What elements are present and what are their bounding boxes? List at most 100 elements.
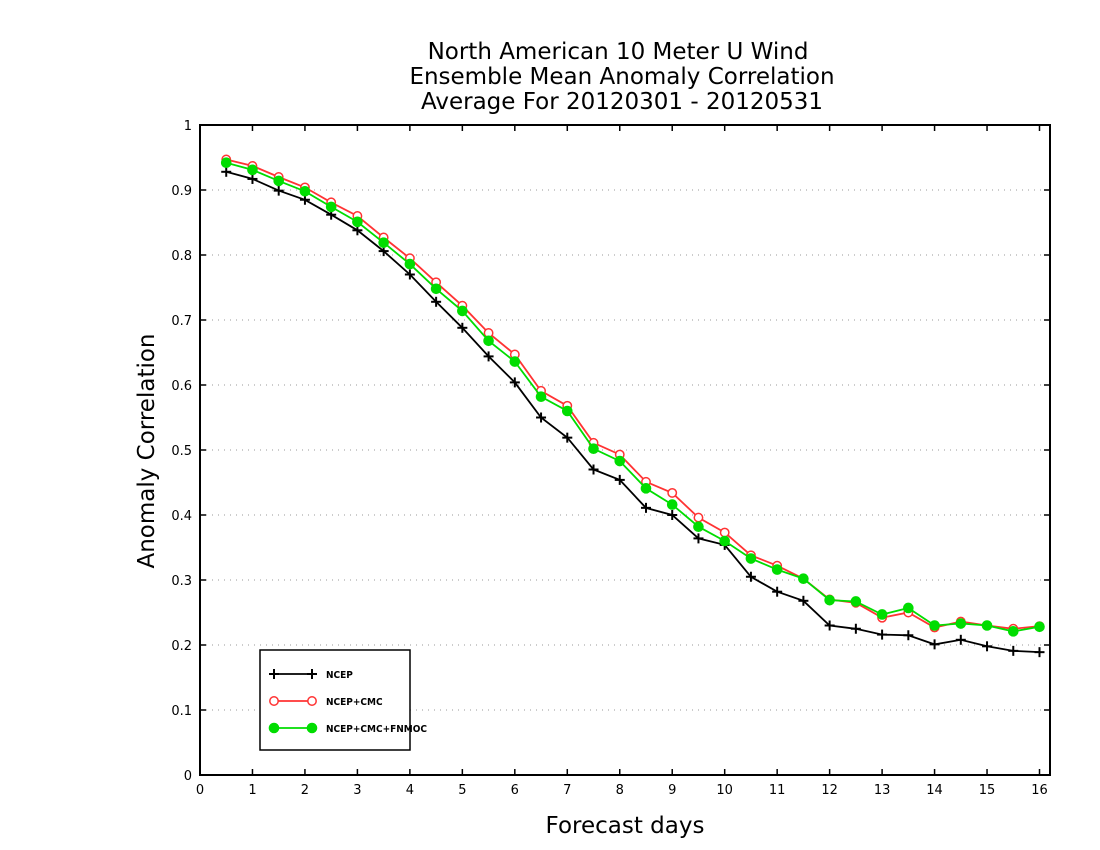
legend-marker-right-0 (307, 669, 317, 679)
data-point-2-30 (1007, 626, 1019, 637)
legend-item-2: NCEP+CMC+FNMOC (268, 722, 427, 735)
x-tick-label-14: 14 (926, 783, 943, 798)
data-point-2-9 (457, 305, 468, 317)
x-tick-label-4: 4 (406, 783, 414, 798)
x-tick-label-2: 2 (301, 783, 309, 798)
y-axis-label: Anomaly Correlation (134, 333, 160, 568)
data-point-2-4 (325, 201, 337, 213)
x-tick-label-5: 5 (458, 783, 466, 798)
x-tick-label-11: 11 (769, 783, 786, 798)
data-point-2-12 (535, 391, 547, 403)
y-tick-label-5: 0.5 (171, 444, 192, 459)
y-tick-label-9: 0.9 (171, 184, 192, 199)
data-point-0-1 (247, 173, 258, 184)
data-point-0-23 (824, 620, 835, 631)
y-tick-label-6: 0.6 (171, 379, 192, 394)
data-point-2-3 (299, 186, 311, 197)
data-point-2-27 (929, 620, 940, 631)
legend-label-0: NCEP (326, 670, 353, 681)
x-tick-label-10: 10 (716, 783, 733, 798)
data-point-0-7 (404, 269, 415, 280)
data-point-2-6 (378, 237, 389, 248)
x-tick-label-1: 1 (248, 783, 256, 798)
data-point-2-18 (693, 521, 704, 533)
x-tick-label-3: 3 (353, 783, 361, 798)
y-tick-label-4: 0.4 (171, 509, 192, 524)
data-point-0-22 (798, 595, 809, 606)
data-point-2-1 (247, 164, 258, 176)
data-point-0-11 (509, 377, 520, 388)
legend-marker-right-2 (306, 722, 318, 734)
x-tick-label-7: 7 (563, 783, 571, 798)
data-point-1-18 (693, 512, 704, 523)
data-point-2-21 (771, 564, 783, 575)
y-tick-label-8: 0.8 (171, 249, 192, 264)
data-point-2-29 (981, 620, 993, 631)
legend-label-2: NCEP+CMC+FNMOC (326, 724, 427, 735)
data-point-2-16 (640, 483, 652, 494)
data-point-0-20 (745, 571, 756, 582)
chart-title-line-1: North American 10 Meter U Wind (428, 39, 809, 65)
data-point-0-27 (929, 639, 940, 650)
data-point-2-5 (352, 216, 363, 228)
series-layer (220, 154, 1045, 658)
data-point-2-7 (404, 258, 416, 270)
data-point-0-28 (955, 634, 966, 645)
legend-marker-left-1 (269, 696, 279, 706)
legend-marker-left-2 (268, 722, 280, 734)
series-0 (221, 166, 1045, 658)
chart-title-line-3: Average For 20120301 - 20120531 (421, 89, 823, 115)
data-point-0-12 (536, 412, 547, 423)
data-point-2-0 (220, 157, 232, 168)
data-point-1-19 (719, 527, 730, 538)
legend-item-0: NCEP (269, 669, 353, 681)
data-point-0-13 (562, 432, 573, 443)
data-point-0-21 (772, 586, 783, 597)
chart-title: North American 10 Meter U Wind Ensemble … (409, 39, 834, 115)
data-point-2-8 (430, 283, 442, 295)
y-tick-label-10: 1 (184, 119, 192, 134)
x-tick-label-9: 9 (668, 783, 676, 798)
data-point-0-30 (1008, 645, 1019, 656)
data-point-0-25 (877, 629, 888, 640)
data-point-0-26 (903, 630, 914, 641)
data-point-0-18 (693, 533, 704, 544)
data-point-0-14 (588, 464, 599, 475)
legend-box (259, 649, 411, 751)
data-point-0-17 (667, 510, 678, 520)
data-point-0-0 (221, 166, 232, 177)
data-point-2-24 (850, 596, 862, 607)
y-tick-label-7: 0.7 (171, 314, 192, 329)
data-point-0-9 (457, 322, 468, 333)
data-point-0-15 (614, 474, 625, 485)
data-point-1-17 (667, 487, 678, 498)
series-1 (221, 154, 1045, 634)
data-point-2-14 (588, 443, 599, 455)
x-tick-label-6: 6 (511, 783, 519, 798)
grid-lines (200, 189, 1050, 711)
series-line-1 (225, 158, 1040, 630)
data-point-2-15 (614, 455, 626, 467)
data-point-2-19 (719, 535, 730, 547)
series-line-2 (225, 161, 1040, 633)
legend-label-1: NCEP+CMC (326, 697, 383, 708)
x-tick-label-15: 15 (979, 783, 996, 798)
x-tick-label-8: 8 (616, 783, 624, 798)
legend: NCEP NCEP+CMC NCEP+CMC+FNMOC (259, 649, 427, 751)
x-axis-label: Forecast days (546, 813, 705, 839)
data-point-2-31 (1034, 621, 1045, 633)
data-point-2-28 (955, 618, 967, 629)
data-point-0-31 (1034, 647, 1045, 658)
legend-marker-left-0 (269, 669, 279, 679)
data-point-2-20 (745, 553, 757, 564)
series-2 (220, 157, 1045, 637)
y-tick-label-1: 0.1 (171, 704, 192, 719)
x-tick-label-12: 12 (821, 783, 838, 798)
data-point-2-22 (798, 573, 809, 585)
y-tick-label-0: 0 (184, 769, 192, 784)
data-point-0-16 (640, 502, 651, 513)
data-point-2-11 (509, 356, 521, 367)
data-point-2-25 (876, 609, 888, 620)
chart-title-line-2: Ensemble Mean Anomaly Correlation (409, 64, 834, 90)
